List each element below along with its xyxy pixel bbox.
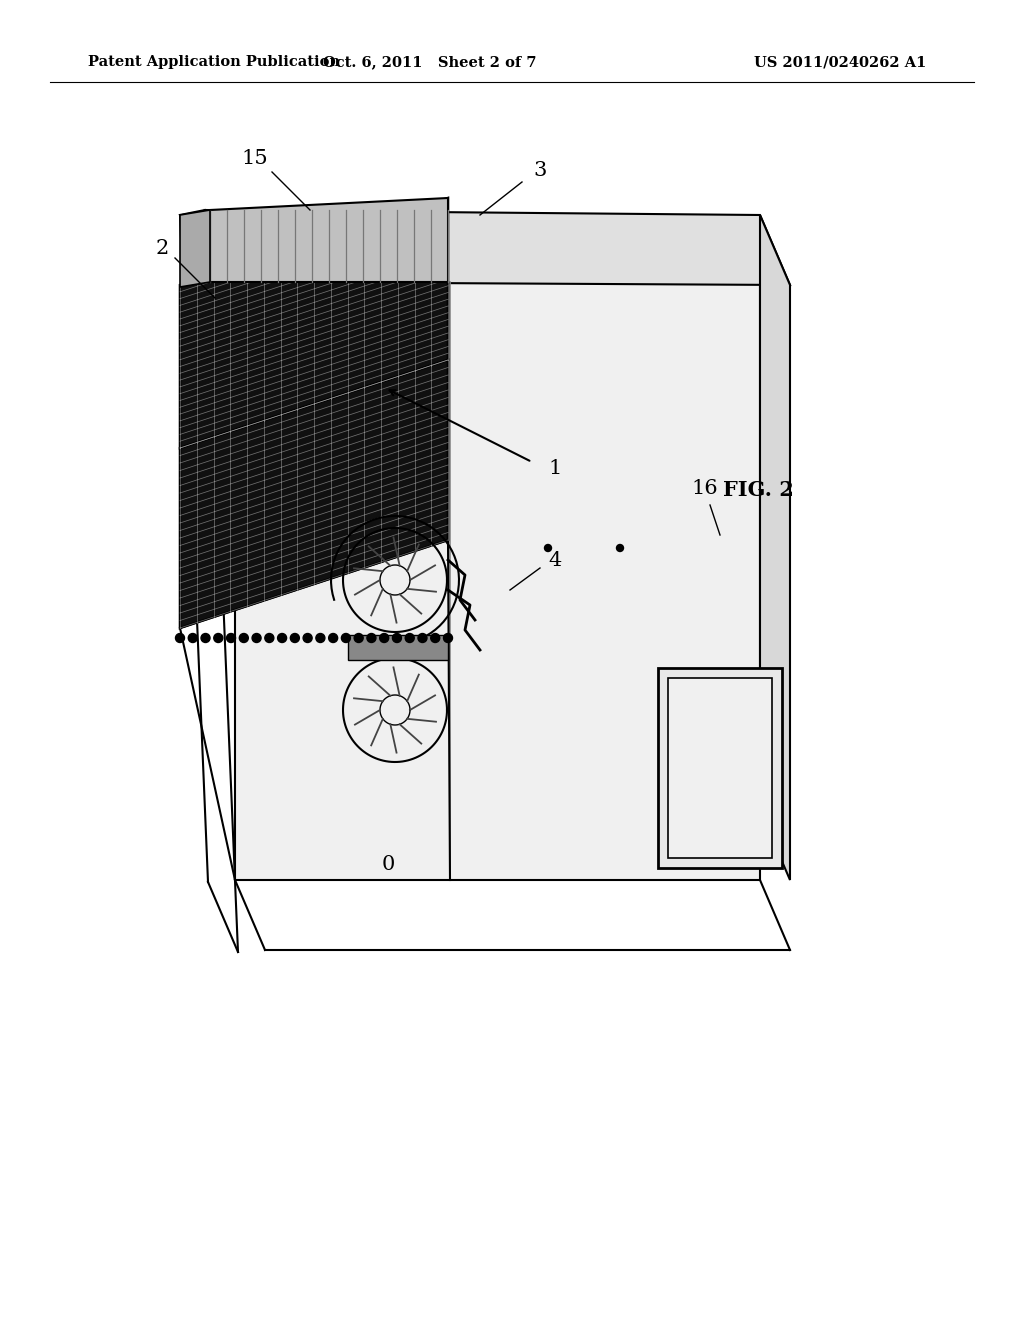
Text: 16: 16: [691, 479, 718, 498]
Text: US 2011/0240262 A1: US 2011/0240262 A1: [754, 55, 926, 69]
Polygon shape: [180, 198, 449, 447]
Circle shape: [240, 634, 248, 643]
Circle shape: [431, 634, 439, 643]
Circle shape: [443, 634, 453, 643]
Circle shape: [226, 634, 236, 643]
Polygon shape: [234, 282, 760, 880]
Polygon shape: [348, 635, 449, 660]
Polygon shape: [180, 360, 449, 628]
Circle shape: [201, 634, 210, 643]
Polygon shape: [210, 198, 449, 282]
Circle shape: [303, 634, 312, 643]
Text: 1: 1: [548, 458, 562, 478]
Text: 15: 15: [242, 149, 268, 168]
Text: 2: 2: [156, 239, 169, 257]
Text: Oct. 6, 2011   Sheet 2 of 7: Oct. 6, 2011 Sheet 2 of 7: [324, 55, 537, 69]
Circle shape: [545, 544, 552, 552]
Circle shape: [175, 634, 184, 643]
Circle shape: [380, 634, 389, 643]
Circle shape: [354, 634, 364, 643]
Circle shape: [392, 634, 401, 643]
Circle shape: [329, 634, 338, 643]
Circle shape: [367, 634, 376, 643]
Circle shape: [315, 634, 325, 643]
Polygon shape: [180, 282, 449, 628]
Polygon shape: [658, 668, 782, 869]
Polygon shape: [205, 210, 790, 285]
Text: 0: 0: [381, 855, 394, 874]
Circle shape: [265, 634, 273, 643]
Circle shape: [616, 544, 624, 552]
Polygon shape: [180, 210, 234, 286]
Circle shape: [278, 634, 287, 643]
Circle shape: [406, 634, 415, 643]
Circle shape: [341, 634, 350, 643]
Text: Patent Application Publication: Patent Application Publication: [88, 55, 340, 69]
Polygon shape: [180, 210, 210, 286]
Text: 4: 4: [549, 550, 561, 569]
Circle shape: [418, 634, 427, 643]
Circle shape: [252, 634, 261, 643]
Text: 3: 3: [534, 161, 547, 180]
Circle shape: [214, 634, 223, 643]
Circle shape: [188, 634, 198, 643]
Polygon shape: [668, 678, 772, 858]
Polygon shape: [760, 215, 790, 880]
Text: FIG. 2: FIG. 2: [723, 480, 794, 500]
Circle shape: [291, 634, 299, 643]
